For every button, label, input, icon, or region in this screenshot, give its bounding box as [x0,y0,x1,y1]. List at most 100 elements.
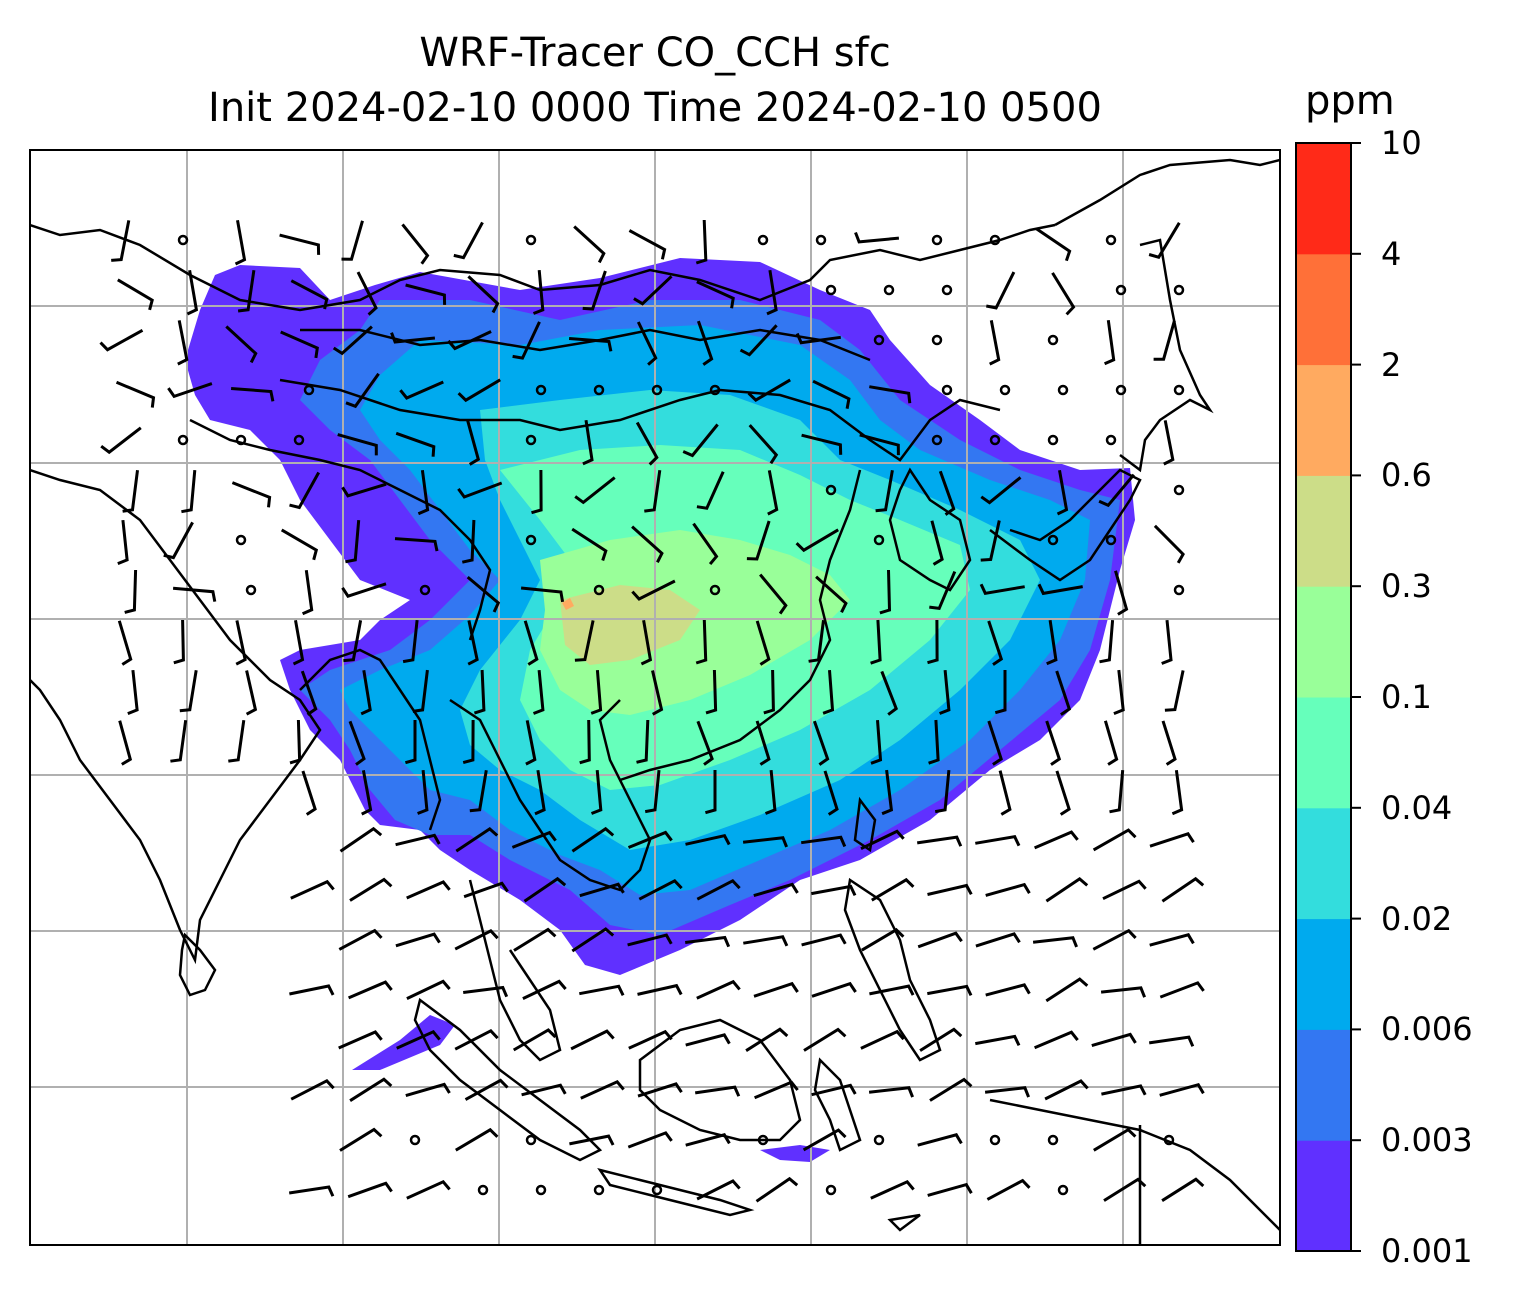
wind-barb [1034,1030,1079,1050]
wind-barb [742,836,788,848]
wind-barb [989,320,1001,366]
wind-barb [455,1127,499,1152]
map-frame [29,149,1281,1246]
wind-barb [980,520,1001,562]
wind-calm-marker [825,1184,837,1196]
wind-barb [395,431,436,457]
wind-barb [579,882,625,898]
colorbar-swatch [1296,586,1351,698]
wind-barb [682,423,719,458]
wind-barb [917,1133,963,1147]
wind-calm-marker [419,584,431,596]
wind-barb [571,927,615,953]
wind-barb [696,280,735,309]
colorbar-tick-label: 0.04 [1381,788,1453,827]
wind-barb [341,220,364,261]
wind-calm-marker [1047,334,1059,346]
wind-calm-marker [1047,534,1059,546]
wind-calm-marker [873,534,885,546]
wind-barb [979,583,1025,595]
colorbar-swatch [1296,697,1351,809]
wind-barb [759,573,788,615]
colorbar [1296,142,1361,1252]
wind-barb [181,469,197,514]
wind-barb [186,270,199,316]
wind-calm-marker [1047,434,1059,446]
wind-barb [635,421,659,466]
wind-calm-marker [1115,284,1127,296]
tracer-level-8 [562,598,574,610]
wind-barb [521,1083,567,1097]
wind-barb [644,769,661,814]
wind-calm-marker [593,384,605,396]
wind-barb [1051,272,1076,316]
wind-barb [579,719,591,765]
wind-barb [1045,977,1089,1003]
wind-barb [534,769,546,816]
wind-barb [1037,583,1083,596]
coast-taiwan [853,796,877,853]
wind-calm-marker [651,384,663,396]
wind-calm-marker [535,384,547,396]
wind-barb [823,770,839,816]
wind-barb [473,669,486,715]
wind-barb [927,619,939,665]
wind-calm-marker [815,234,827,246]
wind-barb [860,1029,905,1050]
wind-barb [522,979,567,1000]
wind-barb [172,586,217,602]
wind-barb [881,769,894,816]
wind-barb [870,619,882,665]
wind-barb [349,877,393,902]
wind-barb [934,769,951,814]
wind-barb [469,770,488,813]
wind-barb [685,833,731,846]
wind-barb [880,670,899,716]
coast-india [30,468,322,965]
colorbar-swatch [1296,1029,1351,1141]
wind-barb [455,827,499,853]
wind-barb [811,884,857,897]
wind-barb [1032,936,1078,948]
wind-barb [360,670,372,716]
wind-barb [870,1179,915,1200]
colorbar-tick-label: 2 [1381,345,1402,384]
wind-barb [1093,1127,1137,1152]
wind-barb [580,1079,625,1100]
wind-barb [636,719,650,764]
wind-barb [231,481,272,508]
wind-calm-marker [941,384,953,396]
wind-barb [332,325,373,356]
colorbar-tick-label: 0.1 [1381,678,1432,716]
wind-barb [860,829,905,851]
wind-barb [975,932,1021,948]
wind-barb [463,881,509,899]
colorbar-tick-label: 0.02 [1381,899,1453,938]
wind-barb [390,332,436,344]
wind-barb [531,469,543,515]
wind-barb [406,979,451,1000]
wind-barb [1091,1032,1137,1048]
wind-barb [1148,222,1181,259]
wind-barb [395,833,441,847]
wind-calm-marker [873,1134,885,1146]
wind-barb [288,1185,335,1197]
wind-calm-marker [989,234,1001,246]
wind-calm-marker [235,434,247,446]
wind-barb [986,1178,1031,1201]
wind-barb [463,985,509,998]
wind-barb [341,582,387,598]
wind-barb [869,385,912,404]
wind-barb [870,719,883,765]
wind-barb [395,932,441,948]
wind-barb [1164,670,1185,712]
wind-barb [812,379,851,409]
wind-barb [280,528,319,561]
wind-calm-marker [303,384,315,396]
wind-barb [685,935,731,948]
colorbar-swatch [1296,364,1351,476]
wind-barb [1100,986,1146,998]
coast-northeast [1054,158,1280,227]
wind-barb [1149,832,1195,848]
coast-bangladesh-myanmar [299,648,442,831]
